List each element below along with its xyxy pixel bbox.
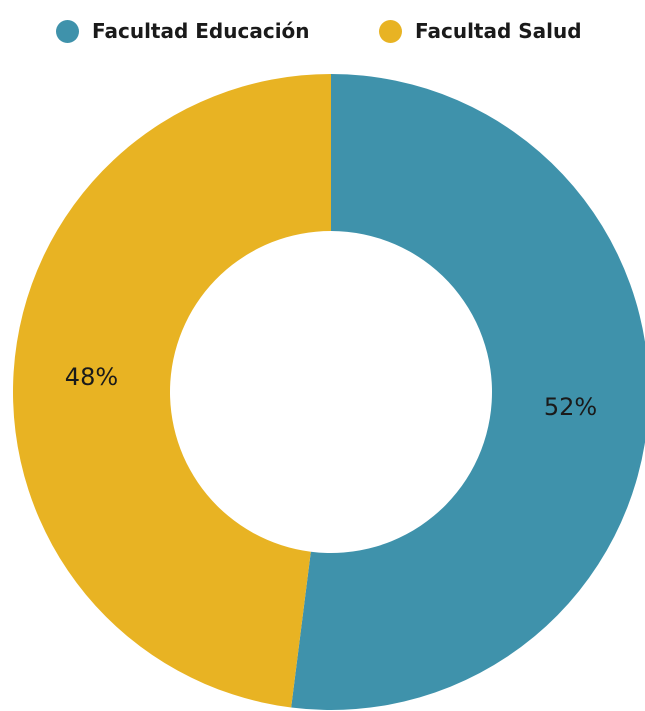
legend-item-facultad-salud[interactable]: Facultad Salud bbox=[379, 14, 582, 48]
slice-facultad-salud[interactable] bbox=[12, 74, 332, 708]
slice-label-facultad-salud: 48% bbox=[65, 363, 118, 391]
legend-item-facultad-educacion[interactable]: Facultad Educación bbox=[56, 14, 310, 48]
legend-swatch-facultad-salud bbox=[379, 19, 402, 43]
slice-label-facultad-educacion: 52% bbox=[544, 393, 597, 421]
legend-label-facultad-salud: Facultad Salud bbox=[415, 19, 582, 43]
slice-facultad-educacion[interactable] bbox=[291, 74, 645, 710]
legend-label-facultad-educacion: Facultad Educación bbox=[92, 19, 310, 43]
chart-legend: Facultad Educación Facultad Salud bbox=[0, 14, 645, 48]
legend-swatch-facultad-educacion bbox=[56, 19, 79, 43]
